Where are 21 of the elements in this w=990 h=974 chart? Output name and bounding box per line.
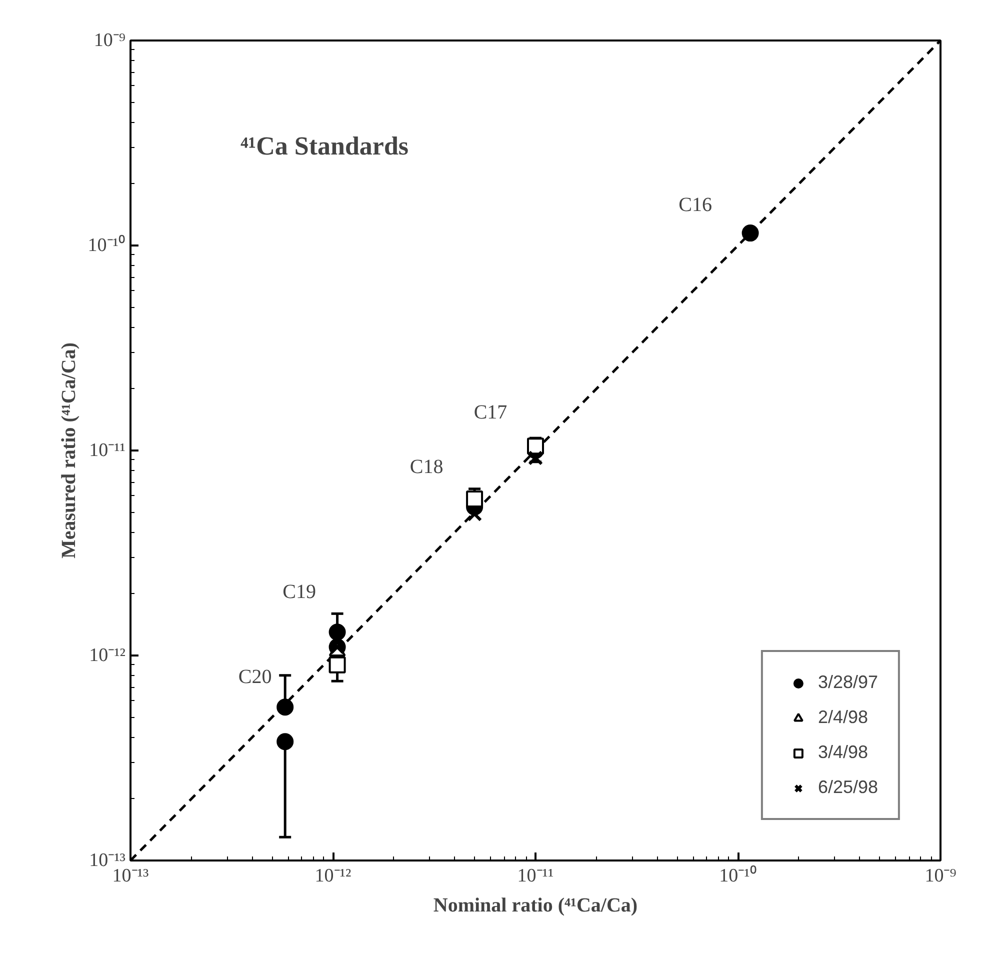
x-axis-title: Nominal ratio (⁴¹Ca/Ca) — [433, 894, 638, 916]
y-axis-title: Measured ratio (⁴¹Ca/Ca) — [58, 342, 80, 559]
legend-label: 6/25/98 — [818, 777, 878, 798]
y-tick-label: 10⁻⁹ — [94, 30, 126, 51]
y-tick-label: 10⁻¹² — [89, 645, 126, 666]
legend-label: 2/4/98 — [818, 707, 868, 728]
x-tick-label: 10⁻⁹ — [924, 866, 957, 886]
x-tick-label: 10⁻¹² — [314, 866, 352, 886]
legend-label: 3/4/98 — [818, 742, 868, 763]
annotation: ⁴¹Ca Standards — [240, 132, 409, 160]
x-tick-label: 10⁻¹¹ — [517, 866, 554, 886]
y-tick-label: 10⁻¹⁰ — [88, 234, 126, 256]
annotation: C16 — [678, 194, 712, 216]
annotation: C18 — [410, 456, 444, 478]
annotation: C20 — [238, 666, 272, 688]
annotation: C17 — [474, 402, 508, 424]
x-tick-label: 10⁻¹⁰ — [719, 864, 757, 886]
x-tick-label: 10⁻¹³ — [112, 866, 149, 886]
legend-label: 3/28/97 — [818, 672, 878, 693]
annotation: C19 — [282, 581, 316, 604]
y-tick-label: 10⁻¹¹ — [89, 440, 126, 461]
